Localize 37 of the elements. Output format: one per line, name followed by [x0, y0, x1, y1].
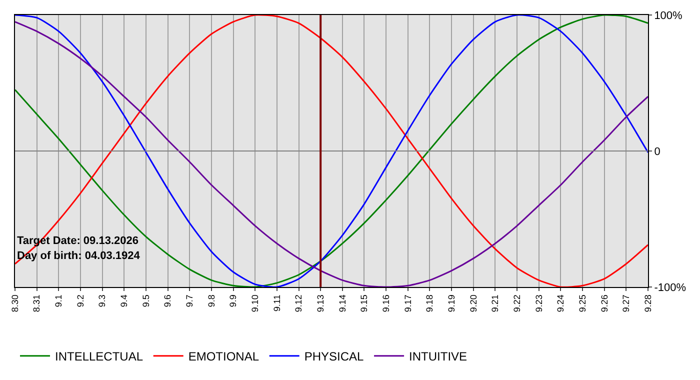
x-tick-label: 9.27	[621, 294, 632, 312]
x-tick-label: 9.3	[97, 294, 108, 308]
y-tick-label: 100%	[654, 10, 683, 22]
x-tick-label: 9.20	[468, 294, 478, 312]
legend-label: PHYSICAL	[304, 350, 364, 364]
x-tick-label: 9.25	[577, 294, 588, 312]
x-tick-label: 9.13	[316, 294, 326, 312]
x-tick-label: 9.19	[446, 294, 456, 312]
x-tick-label: 9.24	[556, 294, 566, 312]
x-tick-label: 9.22	[512, 294, 522, 312]
x-tick-label: 9.10	[250, 294, 260, 312]
y-tick-label: -100%	[654, 282, 686, 294]
x-tick-label: 9.5	[140, 294, 151, 308]
x-tick-label: 9.15	[359, 294, 370, 312]
x-tick-label: 9.26	[599, 294, 610, 312]
x-tick-label: 9.1	[54, 294, 64, 308]
legend-label: INTUITIVE	[409, 350, 468, 364]
x-tick-label: 9.28	[642, 294, 653, 312]
x-tick-label: 9.2	[75, 294, 86, 308]
x-tick-label: 9.16	[380, 294, 391, 312]
x-tick-label: 9.21	[490, 294, 500, 312]
x-tick-label: 9.6	[162, 294, 173, 308]
x-tick-label: 9.23	[534, 294, 544, 312]
x-tick-label: 9.4	[119, 294, 130, 308]
x-tick-label: 9.14	[337, 294, 348, 312]
x-tick-label: 8.31	[32, 294, 42, 312]
x-tick-label: 9.7	[184, 294, 195, 308]
y-tick-label: 0	[654, 146, 660, 158]
x-tick-label: 9.9	[228, 294, 238, 308]
x-tick-label: 9.17	[402, 294, 413, 312]
x-tick-label: 9.11	[272, 294, 282, 312]
x-tick-label: 9.18	[424, 294, 435, 312]
x-tick-label: 9.12	[294, 294, 304, 312]
legend-label: EMOTIONAL	[188, 350, 260, 364]
x-tick-label: 8.30	[10, 294, 20, 312]
x-tick-label: 9.8	[206, 294, 216, 308]
legend-label: INTELLECTUAL	[55, 350, 144, 364]
